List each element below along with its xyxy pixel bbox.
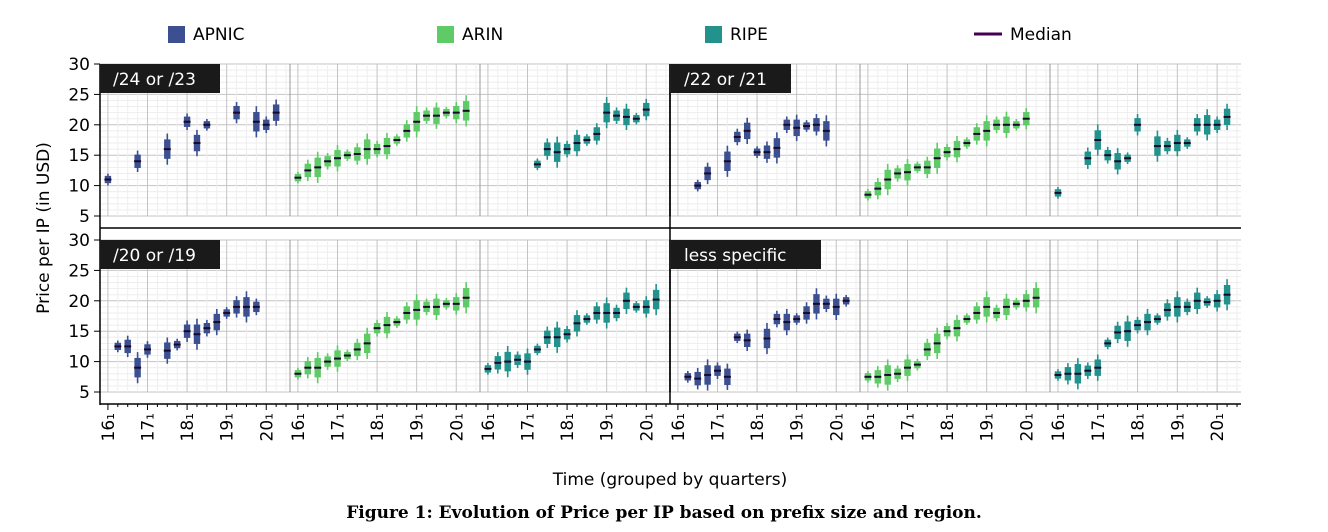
x-tick-label: 20₁	[1017, 413, 1037, 441]
y-tick-label: 5	[79, 383, 90, 403]
y-tick-label: 5	[79, 207, 90, 227]
x-axis-label: Time (grouped by quarters)	[552, 470, 788, 490]
y-axis-label: Price per IP (in USD)	[34, 142, 54, 314]
x-tick-label: 18₁	[938, 413, 958, 441]
legend-item-arin: ARIN	[437, 25, 503, 45]
series-apnic-less-specific	[684, 288, 850, 391]
x-tick-label: 16₁	[99, 413, 119, 441]
legend-swatch	[437, 26, 454, 43]
series-ripe--22-or-21	[1054, 103, 1231, 199]
x-tick-label: 17₁	[899, 413, 919, 441]
x-tick-label: 19₁	[408, 413, 428, 441]
legend-label: Median	[1010, 25, 1072, 45]
y-tick-label: 10	[68, 353, 90, 373]
y-tick-label: 25	[68, 85, 90, 105]
x-tick-label: 18₁	[748, 413, 768, 441]
group-label-bg	[671, 240, 821, 269]
legend-label: ARIN	[462, 25, 503, 45]
y-tick-label: 25	[68, 261, 90, 281]
group-label-text: less specific	[684, 246, 787, 266]
series-arin--20-or-19	[294, 282, 470, 384]
group-label: /22 or /21	[671, 64, 791, 93]
group-label-text: /24 or /23	[113, 70, 196, 90]
legend-swatch	[168, 26, 185, 43]
y-tick-label: 30	[68, 231, 90, 251]
x-tick-label: 20₁	[827, 413, 847, 441]
series-arin--24-or-23	[294, 95, 470, 184]
group-label-bg	[100, 240, 220, 269]
x-tick-label: 20₁	[447, 413, 467, 441]
y-tick-label: 20	[68, 116, 90, 136]
series-ripe--24-or-23	[533, 97, 650, 171]
x-tick-label: 16₁	[479, 413, 499, 441]
x-tick-label: 16₁	[669, 413, 689, 441]
y-tick-label: 15	[68, 322, 90, 342]
legend-item-ripe: RIPE	[705, 25, 768, 45]
x-tick-label: 17₁	[519, 413, 539, 441]
legend-swatch	[705, 26, 722, 43]
series-apnic--22-or-21	[694, 114, 830, 192]
group-label: less specific	[671, 240, 821, 269]
x-tick-label: 17₁	[709, 413, 729, 441]
group-label: /20 or /19	[100, 240, 220, 269]
group-label-text: /22 or /21	[684, 70, 767, 90]
y-tick-label: 10	[68, 177, 90, 197]
legend-item-median: Median	[974, 25, 1072, 45]
x-tick-label: 17₁	[139, 413, 159, 441]
x-tick-label: 16₁	[859, 413, 879, 441]
chart-panels	[100, 63, 1241, 393]
x-tick-label: 17₁	[329, 413, 349, 441]
figure-caption: Figure 1: Evolution of Price per IP base…	[346, 503, 982, 523]
x-tick-label: 18₁	[368, 413, 388, 441]
x-tick-label: 17₁	[1089, 413, 1109, 441]
group-label-bg	[671, 64, 791, 93]
group-label-text: /20 or /19	[113, 246, 196, 266]
x-tick-label: 18₁	[178, 413, 198, 441]
series-ripe-less-specific	[1054, 279, 1231, 390]
legend-label: APNIC	[193, 25, 244, 45]
x-tick-label: 20₁	[257, 413, 277, 441]
series-apnic--20-or-19	[114, 291, 260, 384]
series-arin--22-or-21	[864, 108, 1030, 201]
y-tick-label: 30	[68, 55, 90, 75]
x-tick-label: 16₁	[289, 413, 309, 441]
x-tick-label: 19₁	[788, 413, 808, 441]
series-apnic--24-or-23	[104, 99, 280, 186]
x-tick-label: 19₁	[978, 413, 998, 441]
x-tick-label: 19₁	[218, 413, 238, 441]
y-tick-label: 20	[68, 292, 90, 312]
axes: 5 10 15 20 25 30 5 10 15 20 25 30 16₁ 17₁ 18₁ 19₁ 20₁ 16₁…	[68, 55, 1241, 441]
series-ripe--20-or-19	[484, 284, 660, 378]
series-arin-less-specific	[864, 282, 1040, 391]
legend-label: RIPE	[730, 25, 768, 45]
panel-r1-c5	[1050, 239, 1241, 393]
legend: APNIC ARIN RIPE Median	[168, 25, 1072, 45]
x-tick-label: 20₁	[637, 413, 657, 441]
x-tick-label: 18₁	[1129, 413, 1149, 441]
x-tick-label: 16₁	[1049, 413, 1069, 441]
panel-r0-c5	[1050, 63, 1241, 217]
panel-r0-c4	[860, 63, 1050, 217]
y-tick-label: 15	[68, 146, 90, 166]
x-tick-label: 19₁	[598, 413, 618, 441]
legend-item-apnic: APNIC	[168, 25, 244, 45]
group-label: /24 or /23	[100, 64, 220, 93]
x-tick-label: 18₁	[558, 413, 578, 441]
x-tick-label: 19₁	[1168, 413, 1188, 441]
x-tick-label: 20₁	[1208, 413, 1228, 441]
group-label-bg	[100, 64, 220, 93]
